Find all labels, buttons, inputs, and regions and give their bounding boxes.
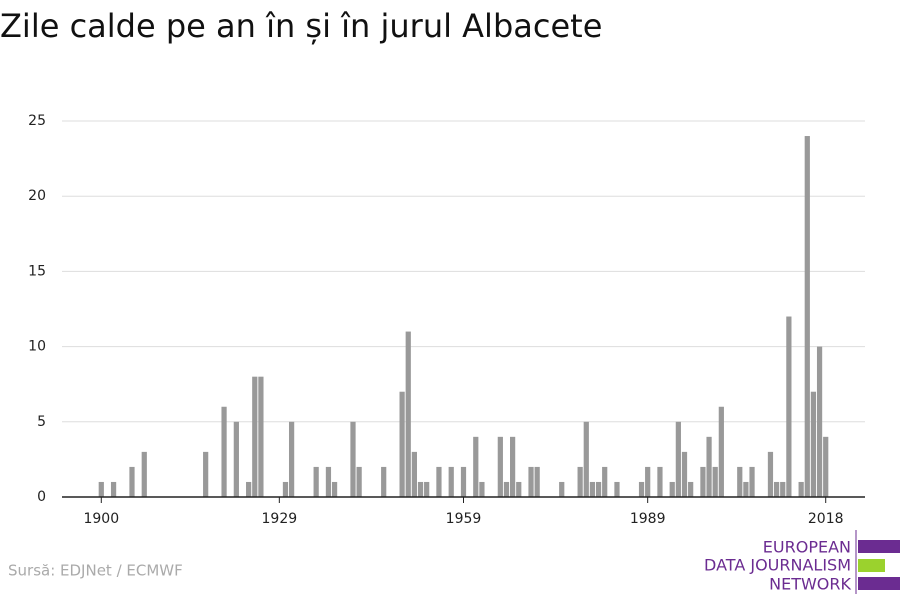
logo-bar [858,577,900,590]
bar [350,421,356,497]
x-tick-label: 1989 [630,511,666,527]
bar [473,436,479,497]
bar [602,466,608,497]
bar [503,481,510,497]
x-tick-label: 2018 [808,511,844,527]
bar [516,481,522,497]
bar [816,346,823,497]
bar [767,451,774,497]
bar [804,136,810,498]
y-tick-label: 10 [28,339,46,355]
bar [436,466,442,497]
logo-bar [858,540,900,553]
bar [681,451,688,497]
y-tick-label: 5 [37,414,46,430]
bar [810,391,817,497]
bar [381,466,387,497]
bar [510,436,516,497]
bar [657,466,663,497]
bar [448,466,454,497]
bar [786,316,792,497]
bar [577,466,583,497]
bar [638,481,645,497]
logo-text: EUROPEAN [763,538,851,557]
bar [221,406,227,497]
logo-text: NETWORK [769,575,851,594]
bar [534,466,540,497]
x-tick-label: 1929 [262,511,298,527]
bar [669,481,675,497]
y-tick-label: 15 [28,263,46,279]
bar [282,481,289,497]
bar [798,481,804,497]
bar [737,466,743,497]
logo-text: DATA JOURNALISM [704,556,851,575]
bar [614,481,620,497]
logo: EUROPEAN DATA JOURNALISM NETWORK [704,530,900,594]
logo-bar [858,559,885,572]
bar [595,481,602,497]
y-tick-label: 20 [28,188,46,204]
bar [718,406,724,497]
bar [405,331,411,497]
bar [589,481,596,497]
bar [688,481,694,497]
bar [313,466,319,497]
bar [203,451,209,497]
bar [325,466,332,497]
bar [258,376,264,497]
bar [331,481,338,497]
bar [233,421,239,497]
bar [675,421,681,497]
x-tick-label: 1900 [83,511,119,527]
bar [110,481,117,497]
bar [98,481,104,497]
bar [417,481,424,497]
bar [129,466,135,497]
bar [141,451,147,497]
bar [749,466,755,497]
bar [583,421,589,497]
bar [411,451,417,497]
chart-title: Zile calde pe an în și în jurul Albacete [0,7,602,45]
bar [246,481,252,497]
bar [712,466,718,497]
y-tick-label: 25 [28,113,46,129]
bar [497,436,503,497]
bar [356,466,362,497]
source: Sursă: EDJNet / ECMWF [8,562,183,580]
bar [780,481,786,497]
bar [424,481,430,497]
bar [528,466,534,497]
bar [823,436,829,497]
bar [773,481,780,497]
bar [559,481,565,497]
bar [645,466,651,497]
x-tick-label: 1959 [446,511,482,527]
bar [743,481,749,497]
y-tick-label: 0 [37,489,46,505]
bar [399,391,405,497]
bar [288,421,295,497]
bar [460,466,467,497]
bar [252,376,258,497]
bar [479,481,485,497]
bar [700,466,706,497]
bar [706,436,712,497]
